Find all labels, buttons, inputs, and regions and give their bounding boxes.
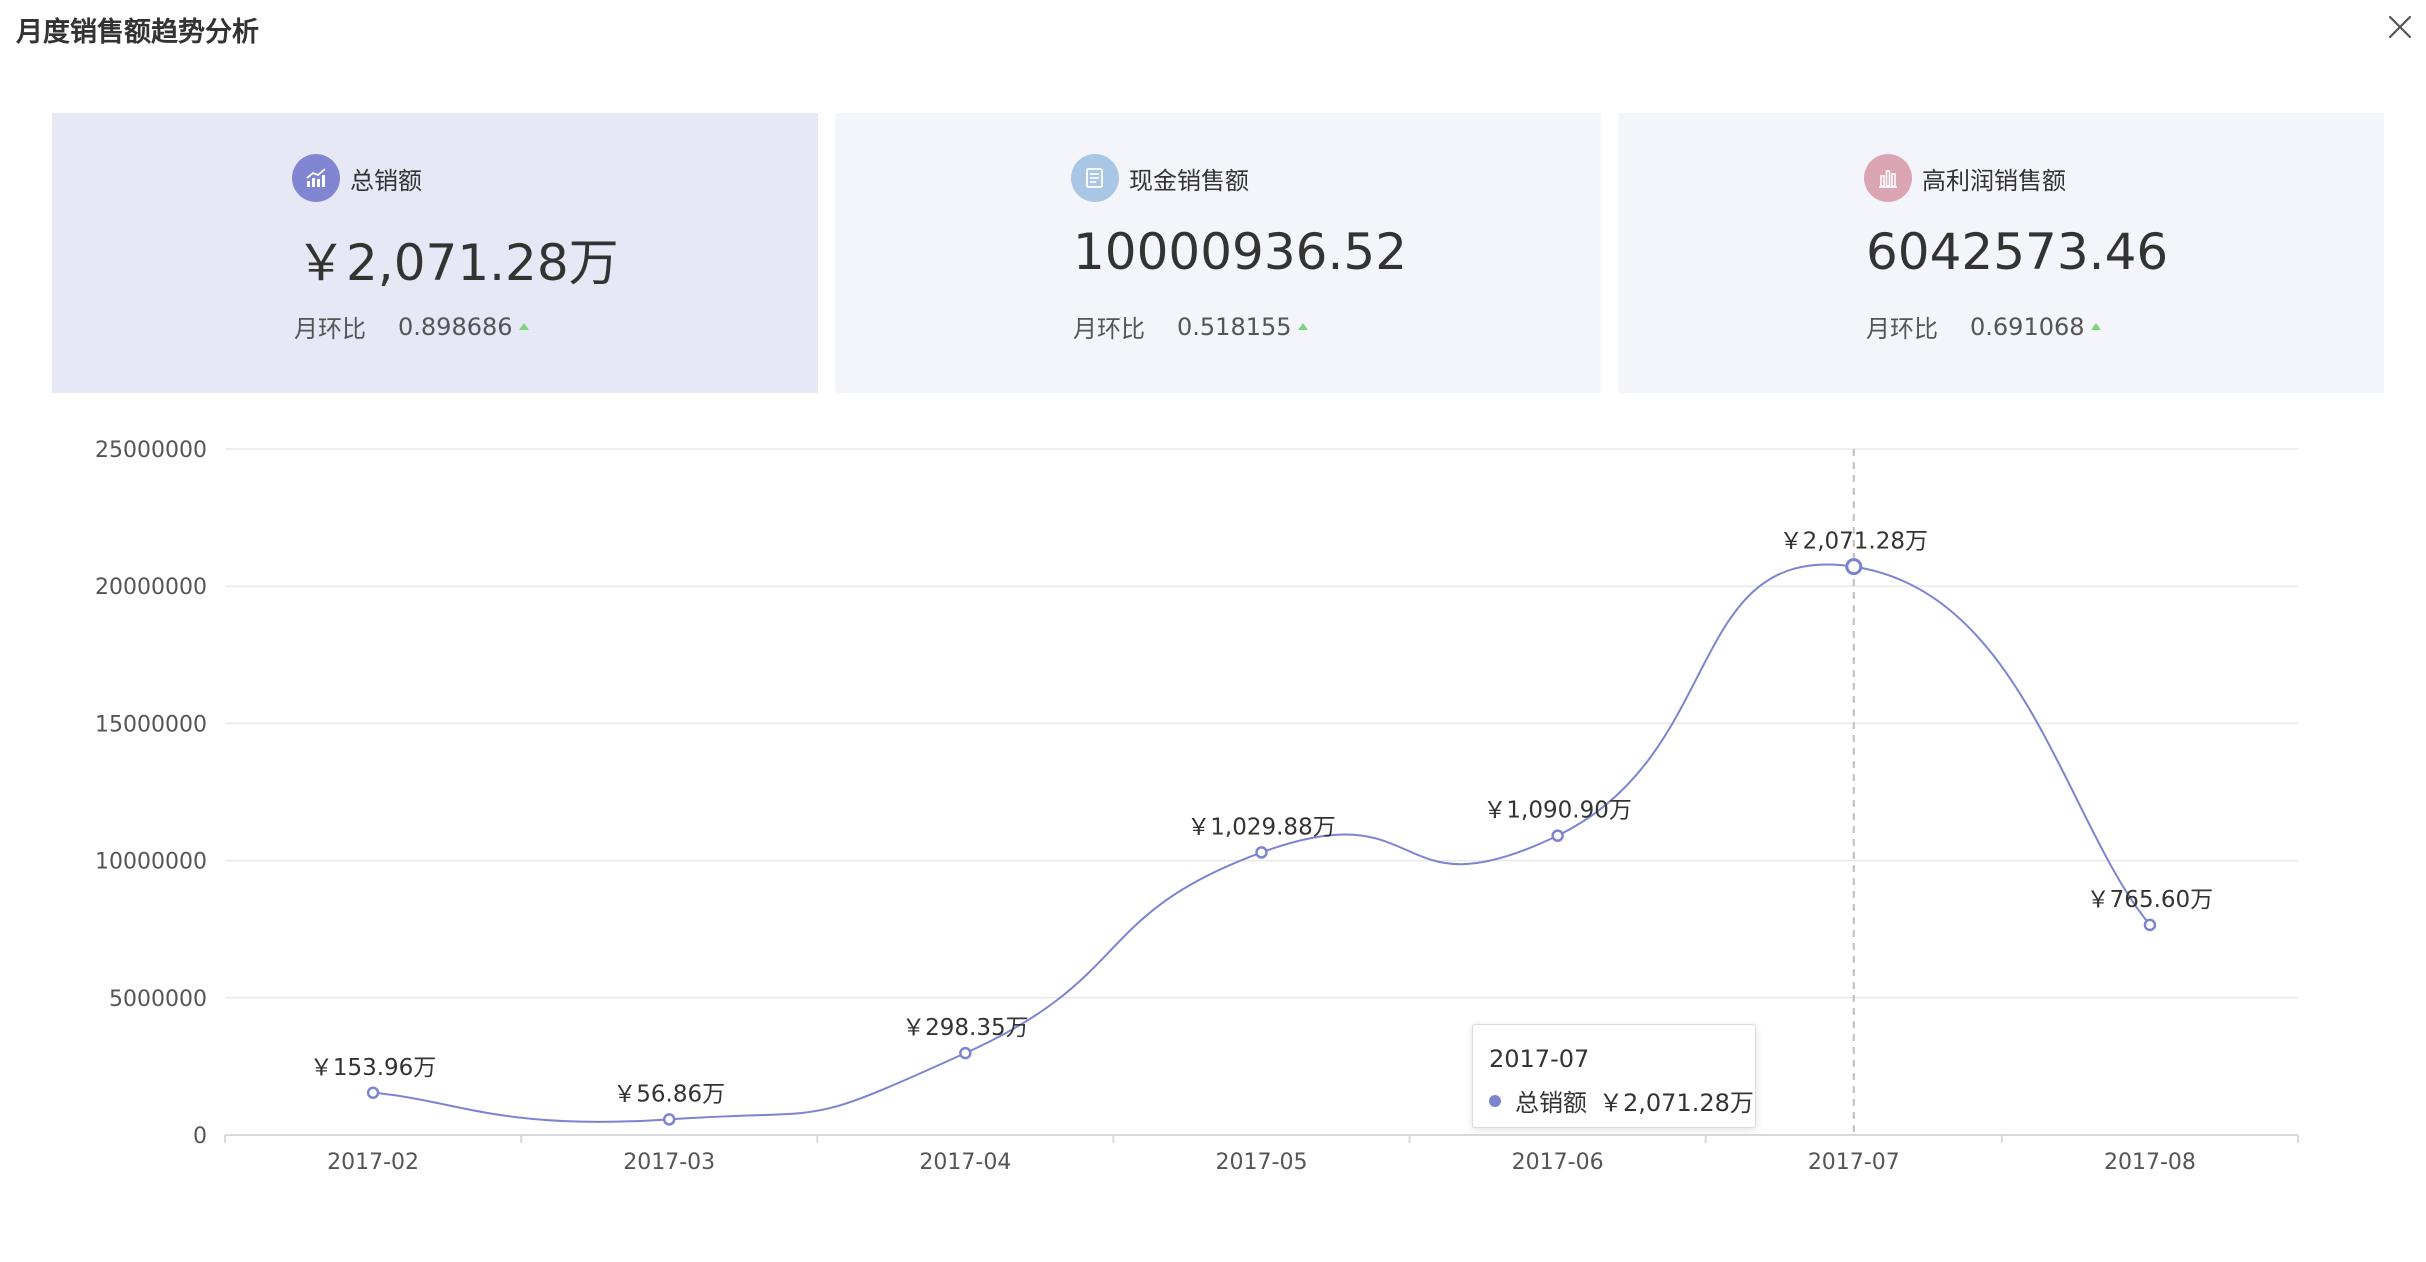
- mom-label: 月环比: [1073, 315, 1145, 343]
- bar-chart-icon: [1864, 154, 1912, 202]
- data-label: ￥153.96万: [310, 1055, 436, 1081]
- mom-label: 月环比: [1866, 315, 1938, 343]
- x-tick-label: 2017-04: [919, 1150, 1011, 1175]
- card-label: 高利润销售额: [1922, 166, 2066, 195]
- mom-value: 0.691068: [1970, 312, 2085, 341]
- data-point: [1845, 558, 1863, 576]
- card-high-profit-sales[interactable]: 高利润销售额 6042573.46 月环比 0.691068: [1618, 113, 2384, 393]
- y-tick-label: 0: [193, 1124, 207, 1149]
- y-tick-label: 15000000: [95, 712, 207, 737]
- tooltip-value: ￥2,071.28万: [1599, 1089, 1754, 1117]
- card-mom: 月环比 0.691068: [1866, 309, 2101, 344]
- card-value: 10000936.52: [1073, 223, 1408, 281]
- y-tick-label: 20000000: [95, 575, 207, 600]
- data-point: [366, 1086, 380, 1100]
- card-value: 6042573.46: [1866, 223, 2169, 281]
- close-icon[interactable]: [2385, 12, 2415, 42]
- tooltip-title: 2017-07: [1489, 1045, 1590, 1073]
- card-value: ￥2,071.28万: [296, 234, 619, 292]
- card-total-sales[interactable]: 总销额 ￥2,071.28万 月环比 0.898686: [52, 113, 818, 393]
- data-point: [662, 1113, 676, 1126]
- data-label: ￥1,090.90万: [1483, 798, 1631, 824]
- data-point: [1551, 829, 1564, 842]
- metric-cards: 总销额 ￥2,071.28万 月环比 0.898686 现金销售额 100009…: [52, 113, 2384, 393]
- up-arrow-icon: [518, 323, 529, 330]
- data-label: ￥765.60万: [2087, 887, 2213, 913]
- card-mom: 月环比 0.898686: [294, 309, 529, 344]
- y-tick-label: 25000000: [95, 438, 207, 463]
- data-label: ￥298.35万: [902, 1015, 1028, 1041]
- x-tick-label: 2017-03: [623, 1150, 715, 1175]
- card-label: 现金销售额: [1129, 166, 1249, 195]
- x-tick-label: 2017-08: [2104, 1150, 2196, 1175]
- series-line: [372, 563, 2151, 1123]
- card-mom: 月环比 0.518155: [1073, 309, 1308, 344]
- mom-value: 0.898686: [398, 312, 513, 341]
- y-tick-label: 5000000: [109, 987, 207, 1012]
- chart-tooltip: 2017-07 总销额 ￥2,071.28万: [1472, 1024, 1756, 1128]
- y-tick-label: 10000000: [95, 850, 207, 875]
- card-cash-sales[interactable]: 现金销售额 10000936.52 月环比 0.518155: [835, 113, 1601, 393]
- tooltip-series-dot: [1489, 1094, 1501, 1107]
- line-chart-icon: [292, 154, 340, 202]
- data-point: [2143, 918, 2157, 932]
- page-title: 月度销售额趋势分析: [16, 17, 259, 48]
- data-label: ￥56.86万: [613, 1081, 725, 1107]
- data-label: ￥2,071.28万: [1780, 529, 1928, 555]
- document-icon: [1071, 154, 1119, 202]
- card-label: 总销额: [350, 166, 422, 195]
- data-label: ￥1,029.88万: [1187, 814, 1335, 840]
- x-tick-label: 2017-06: [1512, 1150, 1604, 1175]
- x-tick-label: 2017-02: [327, 1150, 419, 1175]
- mom-value: 0.518155: [1177, 312, 1292, 341]
- tooltip-series-name: 总销额: [1515, 1089, 1587, 1117]
- x-tick-label: 2017-05: [1216, 1150, 1308, 1175]
- data-point: [959, 1046, 972, 1060]
- mom-label: 月环比: [294, 315, 366, 343]
- x-tick-label: 2017-07: [1808, 1150, 1900, 1175]
- up-arrow-icon: [2090, 323, 2101, 330]
- data-point: [1255, 846, 1268, 859]
- up-arrow-icon: [1297, 323, 1308, 330]
